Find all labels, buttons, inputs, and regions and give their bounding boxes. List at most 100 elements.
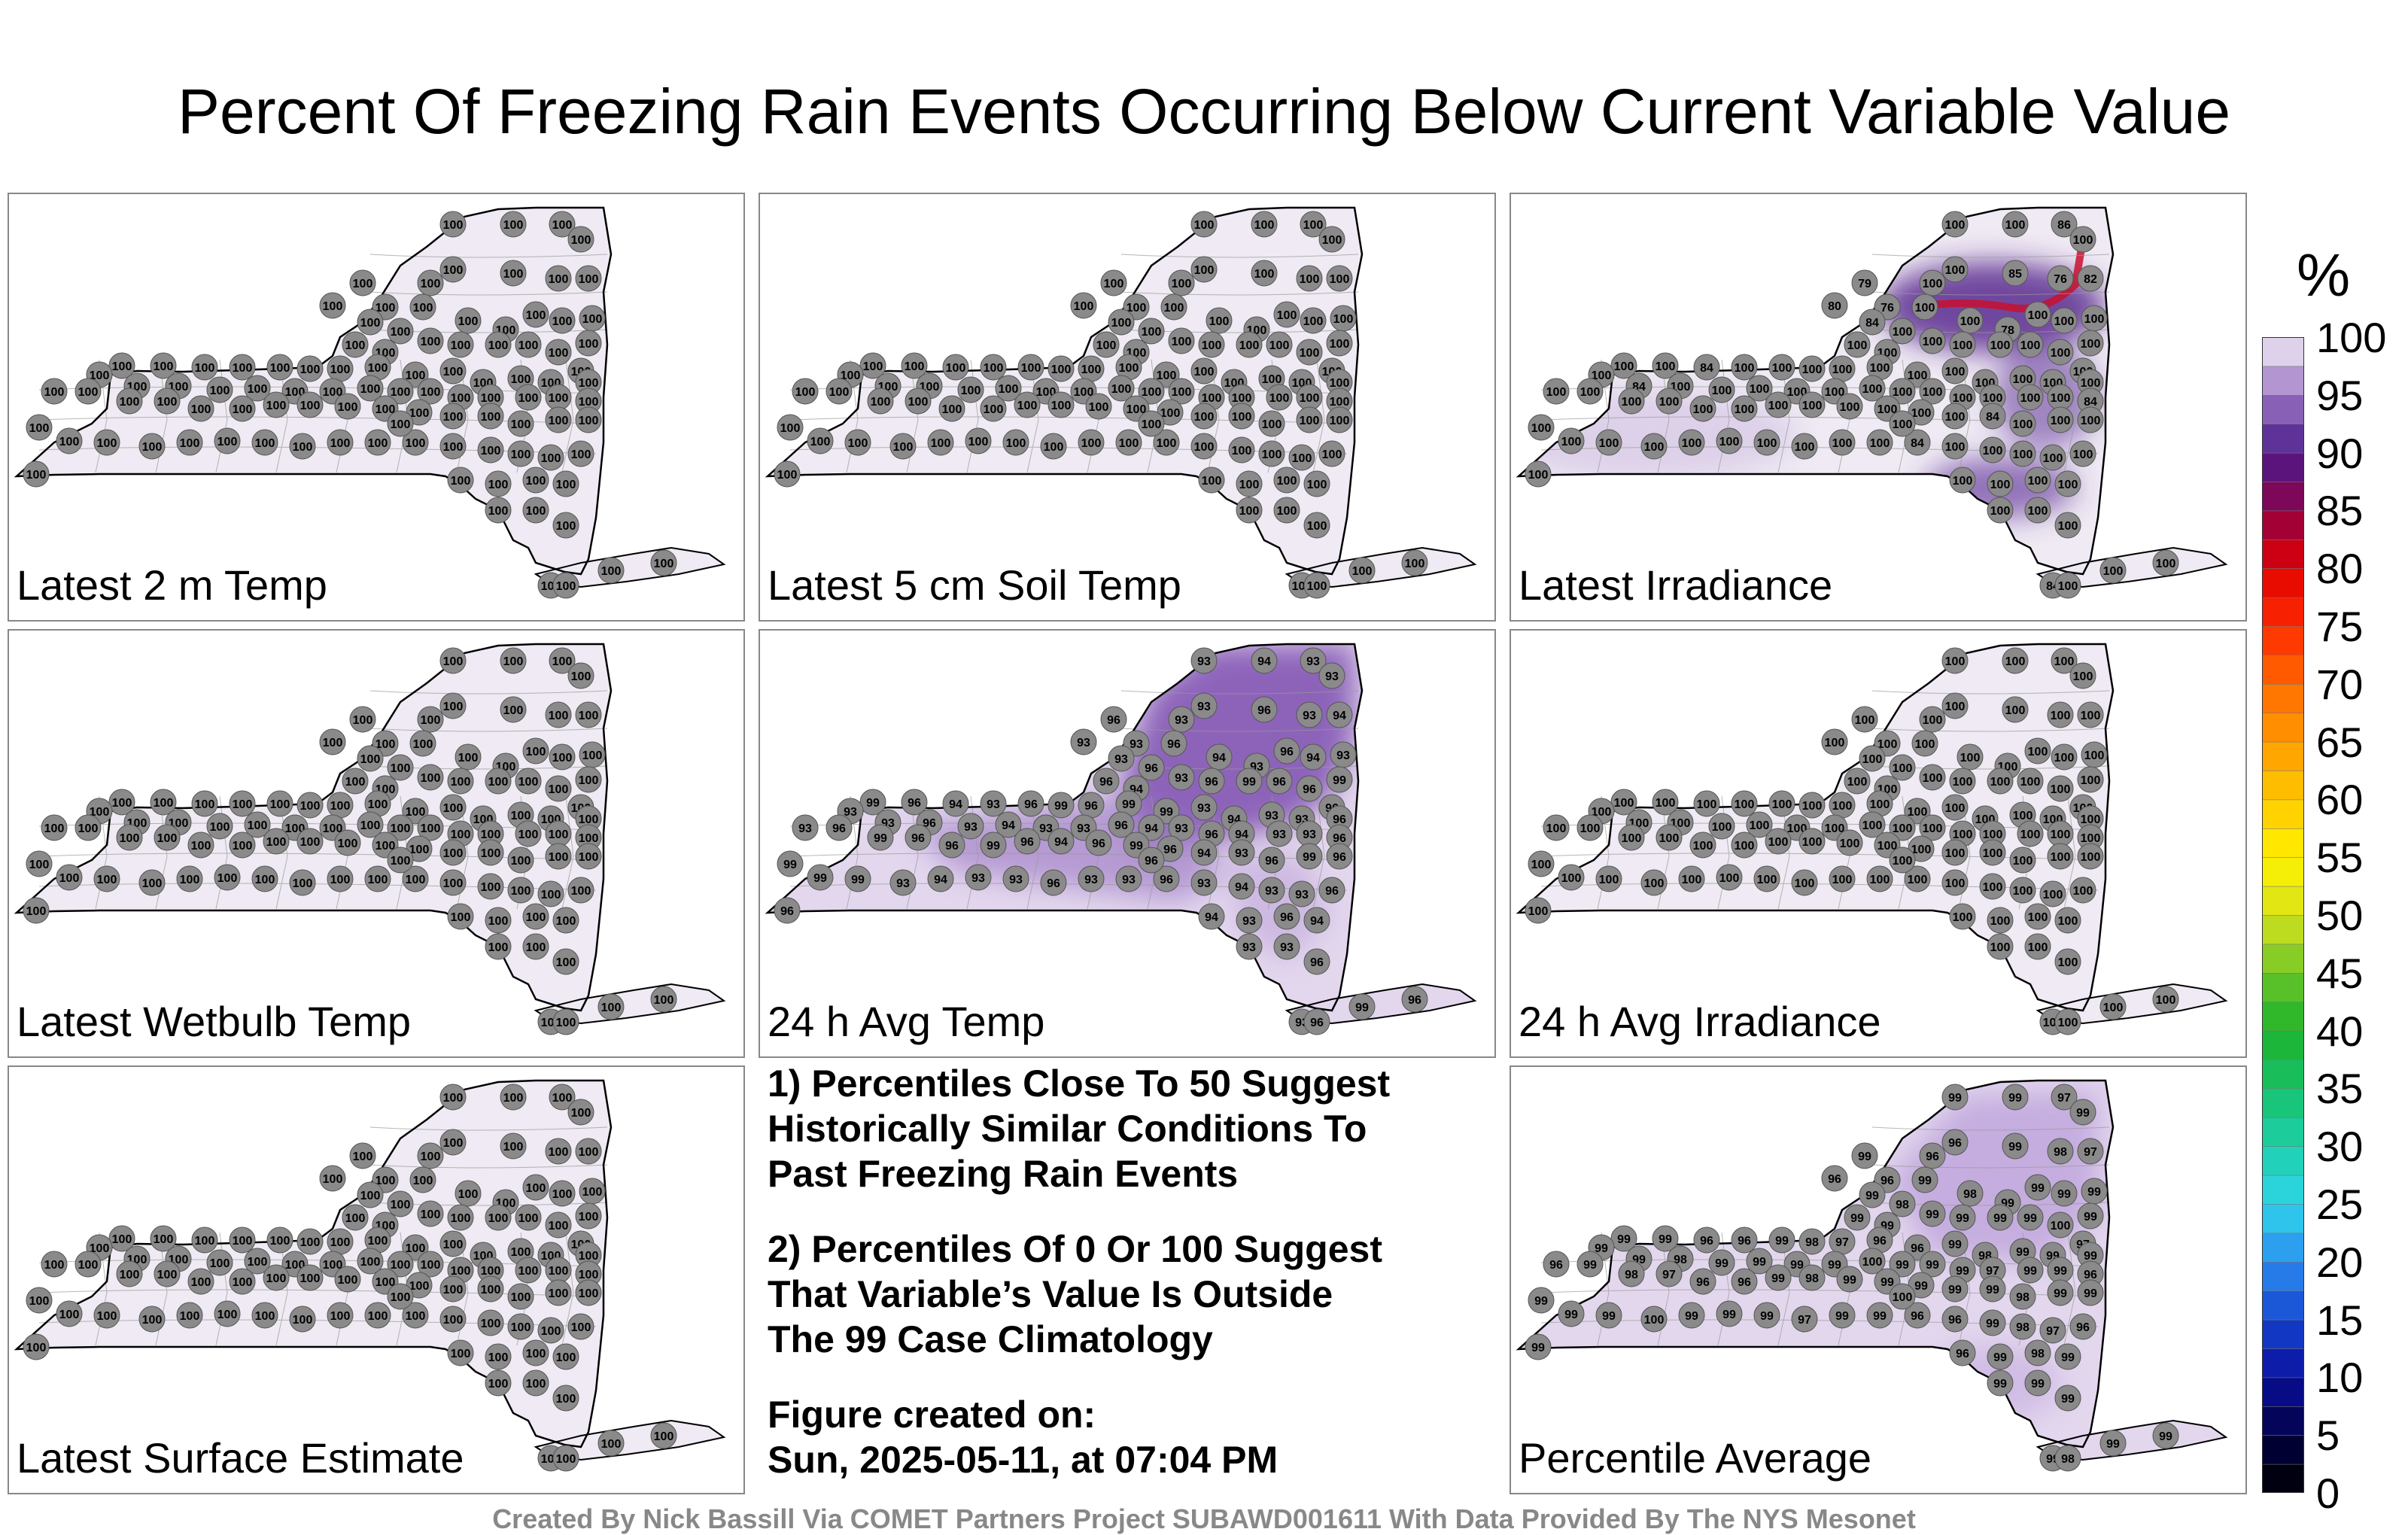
station-marker: 100 <box>545 1138 572 1165</box>
svg-text:96: 96 <box>1145 762 1158 775</box>
svg-text:96: 96 <box>1828 1173 1841 1186</box>
svg-text:100: 100 <box>503 219 524 232</box>
station-marker: 100 <box>575 766 602 793</box>
svg-text:100: 100 <box>1528 905 1549 918</box>
station-marker: 100 <box>93 865 120 892</box>
svg-text:100: 100 <box>1614 360 1634 373</box>
svg-text:100: 100 <box>1735 840 1755 853</box>
svg-text:100: 100 <box>1825 822 1845 835</box>
svg-text:98: 98 <box>2031 1348 2045 1360</box>
station-marker: 100 <box>552 1343 579 1370</box>
station-marker: 100 <box>266 1226 293 1254</box>
svg-text:84: 84 <box>2084 396 2097 409</box>
colorbar-band <box>2262 914 2304 945</box>
svg-text:100: 100 <box>481 881 501 894</box>
station-marker: 100 <box>500 696 527 723</box>
svg-text:99: 99 <box>1865 1190 1879 1202</box>
svg-text:100: 100 <box>511 810 531 822</box>
svg-text:100: 100 <box>1300 415 1320 427</box>
svg-text:99: 99 <box>1534 1295 1548 1308</box>
station-marker: 100 <box>1543 814 1570 841</box>
station-marker: 94 <box>1206 743 1233 771</box>
station-marker: 100 <box>2009 847 2036 874</box>
station-marker: 100 <box>1889 814 1916 841</box>
station-marker: 100 <box>2054 948 2081 975</box>
svg-text:100: 100 <box>1750 383 1770 396</box>
station-marker: 100 <box>1258 440 1285 467</box>
svg-text:100: 100 <box>2081 774 2101 787</box>
svg-text:100: 100 <box>180 874 200 886</box>
station-marker: 99 <box>1525 1333 1552 1360</box>
colorbar-band <box>2262 1377 2304 1407</box>
svg-text:100: 100 <box>1119 437 1139 450</box>
svg-text:100: 100 <box>1893 762 1913 775</box>
svg-text:100: 100 <box>2073 234 2093 247</box>
svg-text:100: 100 <box>285 1259 306 1272</box>
station-marker: 100 <box>650 549 677 576</box>
station-marker: 96 <box>1273 903 1300 930</box>
svg-text:100: 100 <box>255 874 275 886</box>
station-marker: 100 <box>537 444 564 471</box>
station-marker: 100 <box>1115 429 1142 456</box>
station-marker: 100 <box>2077 701 2104 728</box>
svg-text:94: 94 <box>1197 847 1211 860</box>
svg-text:100: 100 <box>323 386 343 399</box>
station-marker: 94 <box>942 790 969 817</box>
svg-text:100: 100 <box>1172 278 1192 290</box>
svg-text:100: 100 <box>421 1208 441 1221</box>
station-marker: 100 <box>1941 433 1969 460</box>
svg-text:100: 100 <box>1322 234 1342 247</box>
station-marker: 96 <box>1904 1302 1931 1329</box>
svg-text:100: 100 <box>406 806 426 819</box>
svg-text:100: 100 <box>511 448 531 461</box>
station-marker: 100 <box>1108 375 1135 402</box>
station-marker: 100 <box>1251 260 1278 287</box>
svg-text:96: 96 <box>911 832 925 845</box>
station-marker: 100 <box>176 1302 203 1329</box>
svg-text:100: 100 <box>1953 339 1973 352</box>
map-panel: 100 100 100 100 100 100 100 100 100 100 100 100 100 1… <box>8 1065 745 1494</box>
station-marker: 100 <box>1941 692 1969 719</box>
station-marker: 98 <box>2009 1283 2036 1310</box>
station-marker: 100 <box>2047 339 2074 366</box>
station-marker: 100 <box>579 1178 606 1205</box>
station-marker: 100 <box>41 814 68 841</box>
svg-text:100: 100 <box>2043 452 2063 465</box>
svg-text:99: 99 <box>1986 1284 1999 1296</box>
station-marker: 100 <box>567 1313 594 1340</box>
colorbar-band <box>2262 1434 2304 1465</box>
station-marker: 100 <box>1731 831 1758 859</box>
station-marker: 100 <box>116 824 143 851</box>
station-marker: 99 <box>2077 1279 2104 1306</box>
station-marker: 99 <box>1753 1302 1780 1329</box>
svg-text:100: 100 <box>375 302 396 315</box>
station-marker: 100 <box>2017 768 2044 795</box>
svg-text:100: 100 <box>1877 840 1898 853</box>
station-marker: 100 <box>23 1333 50 1360</box>
svg-text:100: 100 <box>552 752 573 764</box>
station-marker: 100 <box>439 1306 467 1333</box>
svg-text:96: 96 <box>1303 783 1316 796</box>
svg-text:96: 96 <box>1257 704 1271 717</box>
svg-text:100: 100 <box>2013 373 2033 386</box>
station-marker: 100 <box>1979 436 2006 464</box>
svg-text:93: 93 <box>1303 828 1316 841</box>
svg-text:97: 97 <box>1798 1314 1811 1327</box>
colorbar-band <box>2262 856 2304 887</box>
station-marker: 100 <box>2047 701 2074 728</box>
station-marker: 100 <box>1595 429 1622 456</box>
svg-text:100: 100 <box>180 437 200 450</box>
svg-text:100: 100 <box>1893 855 1913 868</box>
station-marker: 98 <box>2054 1445 2081 1472</box>
svg-text:100: 100 <box>1990 479 2011 491</box>
station-marker: 99 <box>1576 1251 1604 1278</box>
svg-text:99: 99 <box>1948 1284 1962 1296</box>
station-marker: 100 <box>1753 429 1780 456</box>
svg-text:100: 100 <box>2051 415 2071 427</box>
svg-text:94: 94 <box>1306 752 1320 764</box>
svg-text:100: 100 <box>458 752 479 764</box>
svg-text:100: 100 <box>1307 580 1327 593</box>
station-marker: 100 <box>1889 847 1916 874</box>
svg-text:100: 100 <box>1599 874 1619 886</box>
colorbar-band <box>2262 423 2304 454</box>
